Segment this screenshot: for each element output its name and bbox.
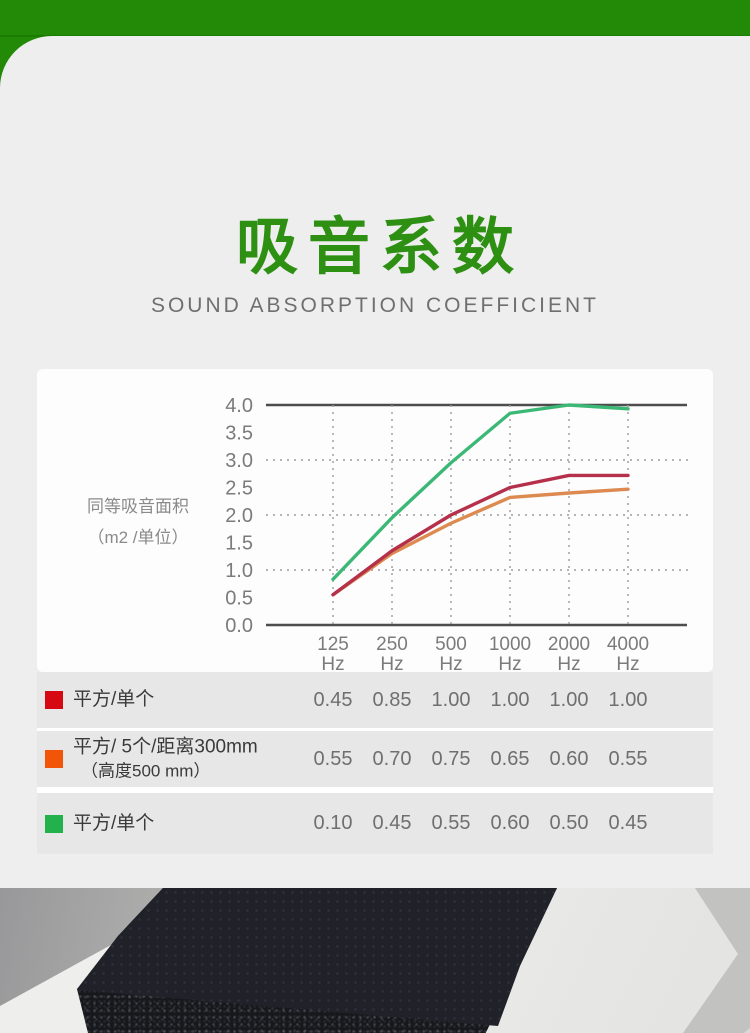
- x-tick-unit: Hz: [557, 654, 580, 672]
- series-line: [331, 403, 630, 582]
- x-tick-label: 250: [376, 634, 408, 655]
- row-label: 平方/单个: [73, 689, 155, 711]
- x-tick-label: 125: [317, 634, 349, 655]
- y-tick-label: 3.0: [225, 450, 253, 472]
- coefficient-value: 0.85: [372, 688, 412, 711]
- row-separator: [37, 787, 713, 793]
- row-separator: [37, 728, 713, 731]
- page-title: 吸音系数: [235, 213, 524, 282]
- coefficient-value: 1.00: [431, 688, 471, 711]
- y-axis-label-line1: 同等吸音面积: [87, 497, 189, 516]
- absorption-table: 平方/单个 0.45 0.85 1.00 1.00 1.00 1.00 平方/ 5个/距离30…: [37, 672, 713, 854]
- chart-panel: 同等吸音面积 （m2 /单位） 4.0 3.5 3.0 2.5 2.0 1.5 1.0 0.5…: [37, 369, 713, 672]
- coefficient-value: 0.65: [490, 747, 530, 770]
- coefficient-value: 0.45: [372, 812, 412, 834]
- y-tick-label: 2.5: [225, 478, 253, 500]
- y-tick-label: 3.5: [225, 423, 253, 445]
- row-label: 平方/ 5个/距离300mm （高度500 mm）: [73, 736, 258, 781]
- page-subtitle: SOUND ABSORPTION COEFFICIENT: [150, 294, 600, 317]
- y-axis-label: 同等吸音面积 （m2 /单位）: [47, 491, 229, 554]
- legend-swatch: [45, 691, 63, 709]
- coefficient-value: 1.00: [490, 688, 530, 711]
- coefficient-value: 0.50: [549, 812, 589, 834]
- y-tick-label: 0.0: [225, 615, 253, 637]
- x-tick-unit: Hz: [321, 654, 344, 672]
- x-tick-unit: Hz: [616, 654, 639, 672]
- y-axis-label-line2: （m2 /单位）: [87, 528, 189, 548]
- x-tick-unit: Hz: [439, 654, 462, 672]
- y-tick-label: 2.0: [225, 505, 253, 527]
- coefficient-value: 0.45: [608, 812, 648, 834]
- x-tick-label: 4000: [607, 634, 649, 655]
- content-card: 吸音系数 SOUND ABSORPTION COEFFICIENT 同等吸音面积…: [0, 36, 750, 1033]
- coefficient-value: 0.10: [313, 812, 353, 834]
- coefficient-value: 0.55: [431, 812, 471, 834]
- coefficient-value: 1.00: [608, 688, 648, 711]
- coefficient-value: 0.60: [549, 747, 589, 770]
- table-row: 平方/ 5个/距离300mm （高度500 mm） 0.55 0.70 0.75 0.65…: [37, 731, 713, 787]
- coefficient-value: 1.00: [549, 688, 589, 711]
- x-tick-label: 500: [435, 634, 467, 655]
- y-tick-label: 1.0: [225, 560, 253, 582]
- coefficient-value: 0.70: [372, 747, 412, 770]
- table-row: 平方/单个 0.10 0.45 0.55 0.60 0.50 0.45: [37, 793, 713, 854]
- series-line: [331, 473, 630, 597]
- coefficient-value: 0.60: [490, 812, 530, 834]
- y-tick-label: 4.0: [225, 395, 253, 417]
- x-tick-unit: Hz: [380, 654, 403, 672]
- coefficient-value: 0.45: [313, 688, 353, 711]
- legend-swatch: [45, 814, 63, 833]
- coefficient-value: 0.55: [313, 747, 353, 770]
- coefficient-value: 0.75: [431, 747, 471, 770]
- series-line: [331, 487, 630, 597]
- row-label: 平方/单个: [73, 812, 155, 834]
- y-tick-label: 0.5: [225, 588, 253, 610]
- y-tick-label: 1.5: [225, 533, 253, 555]
- coefficient-value: 0.55: [608, 747, 648, 770]
- table-row: 平方/单个 0.45 0.85 1.00 1.00 1.00 1.00: [37, 672, 713, 728]
- absorption-line-chart: 4.03.53.02.52.01.51.00.50.0125Hz250Hz500…: [225, 395, 692, 672]
- legend-swatch: [45, 750, 63, 768]
- x-tick-unit: Hz: [498, 654, 521, 672]
- x-tick-label: 1000: [489, 634, 531, 655]
- product-photo: [0, 888, 750, 1033]
- x-tick-label: 2000: [548, 634, 590, 655]
